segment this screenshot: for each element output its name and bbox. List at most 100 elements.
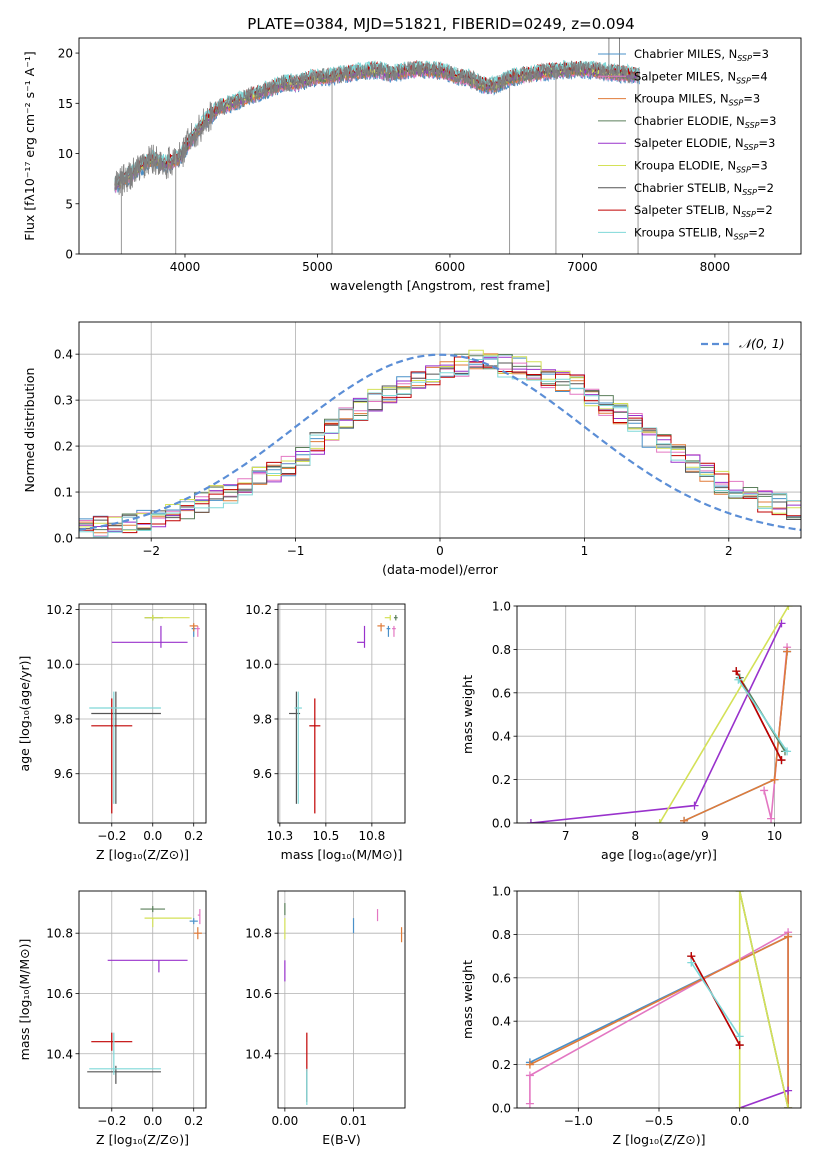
x-tick-label: 0.0 <box>143 829 162 843</box>
y-tick-label: 0.6 <box>492 971 511 985</box>
series-marker <box>680 816 689 823</box>
panel-spectrum: 4000 5000 6000 7000 8000 0 5 10 15 20 wavelength [… <box>22 37 802 293</box>
y-axis-label: mass weight <box>460 675 475 754</box>
x-tick-label: 10 <box>767 829 782 843</box>
series-marker <box>735 1104 744 1108</box>
point-salpeter-stelib <box>91 698 133 814</box>
x-tick-label: 0 <box>436 544 444 558</box>
legend-label-salpeter-elodie: Salpeter ELODIE, NSSP=3 <box>634 136 775 152</box>
x-axis-label: Z [log₁₀(Z/Z⊙)] <box>96 847 189 862</box>
y-tick-label: 10.4 <box>245 1047 272 1061</box>
y-tick-label: 10.6 <box>46 987 73 1001</box>
legend-label-kroupa-miles: Kroupa MILES, NSSP=3 <box>634 92 760 108</box>
y-tick-label: 10.8 <box>46 927 73 941</box>
series-marker <box>767 814 776 823</box>
y-tick-label: 0.0 <box>54 532 73 546</box>
y-tick-label: 9.8 <box>54 712 73 726</box>
series-kroupa-elodie <box>655 606 793 823</box>
y-tick-label: 10.4 <box>46 1047 73 1061</box>
y-axis-label: mass [log₁₀(M/M⊙)] <box>17 939 32 1061</box>
x-tick-label: 4000 <box>170 260 201 274</box>
x-tick-label: 7000 <box>567 260 598 274</box>
observed-spectrum <box>114 60 640 197</box>
plot-area <box>79 891 206 1108</box>
model-spectrum-kroupa-elodie <box>114 62 640 188</box>
y-tick-label: 9.6 <box>253 767 272 781</box>
y-tick-label: 0 <box>65 248 73 262</box>
y-axis-label: age [log₁₀(age/yr)] <box>17 656 32 772</box>
series-marker <box>732 667 741 676</box>
y-tick-label: 0.2 <box>492 1058 511 1072</box>
plot-area <box>79 322 801 538</box>
y-axis-label: mass weight <box>460 960 475 1039</box>
series-marker <box>784 932 793 941</box>
point-salpeter-elodie <box>357 625 366 648</box>
y-tick-label: 9.8 <box>253 712 272 726</box>
x-tick-label: −0.2 <box>97 1114 126 1128</box>
axes-frame <box>277 603 406 824</box>
y-tick-label: 0.0 <box>492 817 511 831</box>
y-tick-label: 0.4 <box>492 1015 511 1029</box>
point-chabrier-elodie <box>140 906 166 913</box>
point-salpeter-stelib <box>309 698 321 814</box>
panel-mass_vs_ebv: 0.00 0.01 10.4 10.6 10.8 E(B-V) <box>245 890 406 1147</box>
y-tick-label: 5 <box>65 197 73 211</box>
legend-label-chabrier-stelib: Chabrier STELIB, NSSP=2 <box>634 181 774 197</box>
x-tick-label: 5000 <box>302 260 333 274</box>
y-tick-label: 0.2 <box>54 440 73 454</box>
plot-area <box>114 38 640 254</box>
series-marker <box>735 1041 744 1050</box>
axes-frame <box>277 890 406 1109</box>
series-marker <box>525 1099 534 1108</box>
legend-label-kroupa-elodie: Kroupa ELODIE, NSSP=3 <box>634 159 768 175</box>
gaussian-curve <box>79 353 801 531</box>
panel-residual_hist: −2 −1 0 1 2 0.0 0.1 0.2 0.3 0.4 (data-model)/error… <box>22 321 802 577</box>
y-tick-label: 20 <box>58 47 73 61</box>
model-spectrum-salpeter-elodie <box>114 64 640 190</box>
point-kroupa-elodie <box>144 917 192 928</box>
y-tick-label: 9.6 <box>54 767 73 781</box>
y-tick-label: 0.3 <box>54 394 73 408</box>
axes-frame <box>78 890 207 1109</box>
x-tick-label: −0.2 <box>97 829 126 843</box>
series-line <box>738 891 789 1108</box>
plot-area <box>278 604 405 823</box>
legend-label-salpeter-stelib: Salpeter STELIB, NSSP=2 <box>634 203 773 219</box>
series-line <box>739 1089 789 1108</box>
x-tick-label: 1 <box>581 544 589 558</box>
panel-weight_vs_age: 7 8 9 10 0.0 0.2 0.4 0.6 0.8 1.0 age [log₁₀(age/yr… <box>460 600 802 862</box>
series-line <box>737 679 788 752</box>
x-tick-label: 0.2 <box>184 829 203 843</box>
y-tick-label: 0.0 <box>492 1102 511 1116</box>
plot-area <box>278 891 405 1108</box>
point-salpeter-miles <box>197 909 201 925</box>
legend-label-gaussian: 𝒩(0, 1) <box>739 336 785 351</box>
x-axis-label: wavelength [Angstrom, rest frame] <box>330 278 550 293</box>
x-axis-label: Z [log₁₀(Z/Z⊙)] <box>96 1132 189 1147</box>
panel-mass_vs_Z: −0.2 0.0 0.2 10.4 10.6 10.8 Z [log₁₀(Z/Z⊙)] mas… <box>17 890 207 1147</box>
x-tick-label: 10.3 <box>266 829 293 843</box>
point-kroupa-elodie <box>144 614 190 621</box>
x-tick-label: 8000 <box>700 260 731 274</box>
series-line <box>690 962 741 1037</box>
series-salpeter-stelib <box>732 667 786 765</box>
panel-weight_vs_Z: −1.0 −0.5 0.0 0.0 0.2 0.4 0.6 0.8 1.0 Z [log₁₀(Z/… <box>460 885 802 1147</box>
point-salpeter-elodie <box>107 959 188 973</box>
series-marker <box>690 801 699 810</box>
x-tick-label: −0.5 <box>644 1114 673 1128</box>
axes-frame <box>516 605 802 824</box>
y-tick-label: 0.1 <box>54 486 73 500</box>
series-marker <box>784 1086 793 1095</box>
point-kroupa-miles <box>189 623 198 632</box>
series-salpeter-miles <box>760 643 792 823</box>
y-tick-label: 10.8 <box>245 927 272 941</box>
x-tick-label: 0.0 <box>730 1114 749 1128</box>
x-tick-label: 2 <box>725 544 733 558</box>
point-kroupa-stelib <box>89 1032 161 1075</box>
y-tick-label: 10.2 <box>46 603 73 617</box>
x-tick-label: 0.01 <box>340 1114 367 1128</box>
x-tick-label: 10.8 <box>359 829 386 843</box>
series-marker <box>783 647 792 656</box>
y-tick-label: 0.8 <box>492 643 511 657</box>
